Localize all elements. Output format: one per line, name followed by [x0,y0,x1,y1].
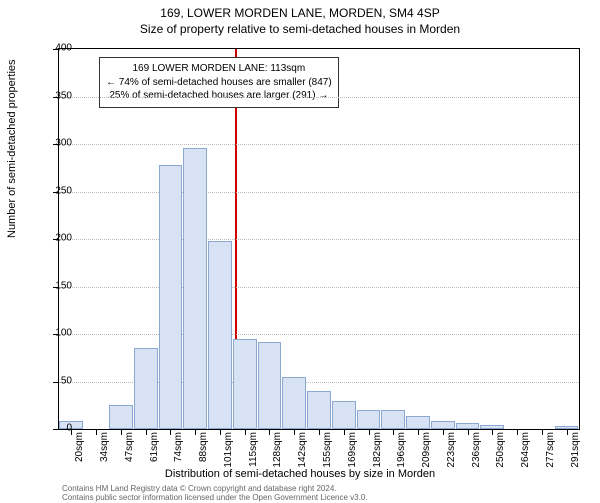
x-tick-label: 74sqm [173,432,184,462]
x-tick [418,429,419,435]
annotation-box: 169 LOWER MORDEN LANE: 113sqm ← 74% of s… [99,57,339,108]
annotation-line-1: 169 LOWER MORDEN LANE: 113sqm [106,62,332,76]
y-tick-label: 400 [42,43,72,54]
x-tick-label: 142sqm [297,432,308,468]
x-tick-label: 169sqm [347,432,358,468]
x-tick-label: 277sqm [545,432,556,468]
y-tick-label: 250 [42,185,72,196]
gridline [59,192,579,193]
x-tick-label: 236sqm [471,432,482,468]
histogram-bar [134,348,158,429]
y-axis-title: Number of semi-detached properties [6,59,18,238]
x-tick [195,429,196,435]
histogram-bar [282,377,306,429]
x-tick-label: 47sqm [124,432,135,462]
x-tick-label: 34sqm [99,432,110,462]
x-tick [269,429,270,435]
x-tick-label: 196sqm [396,432,407,468]
histogram-bar [258,342,282,429]
histogram-bar [406,416,430,429]
chart-title-1: 169, LOWER MORDEN LANE, MORDEN, SM4 4SP [0,6,600,20]
x-tick-label: 20sqm [74,432,85,462]
histogram-bar [183,148,207,429]
x-tick-label: 209sqm [421,432,432,468]
y-tick-label: 100 [42,328,72,339]
x-tick [121,429,122,435]
x-tick [492,429,493,435]
histogram-bar [357,410,381,429]
x-tick [344,429,345,435]
x-tick-label: 115sqm [248,432,259,467]
histogram-bar [208,241,232,429]
x-tick [319,429,320,435]
histogram-bar [431,421,455,429]
y-tick-label: 50 [42,375,72,386]
x-tick-label: 223sqm [446,432,457,468]
y-tick-label: 150 [42,280,72,291]
x-tick-label: 101sqm [223,432,234,468]
histogram-bar [233,339,257,429]
y-tick-label: 300 [42,138,72,149]
x-tick [443,429,444,435]
x-tick [468,429,469,435]
x-tick-label: 291sqm [570,432,581,468]
x-axis-title: Distribution of semi-detached houses by … [0,468,600,480]
x-tick [170,429,171,435]
x-tick [517,429,518,435]
x-tick [220,429,221,435]
x-tick-label: 88sqm [198,432,209,462]
x-tick [96,429,97,435]
gridline [59,287,579,288]
y-tick-label: 350 [42,90,72,101]
plot-area: 169 LOWER MORDEN LANE: 113sqm ← 74% of s… [58,48,580,430]
gridline [59,144,579,145]
x-tick-label: 182sqm [372,432,383,468]
x-tick [542,429,543,435]
annotation-line-2: ← 74% of semi-detached houses are smalle… [106,76,332,90]
x-tick [245,429,246,435]
x-tick-label: 61sqm [149,432,160,462]
histogram-bar [381,410,405,429]
x-tick-label: 264sqm [520,432,531,468]
x-tick-label: 250sqm [495,432,506,468]
x-tick [369,429,370,435]
footer-line-2: Contains public sector information licen… [62,494,368,503]
histogram-bar [332,401,356,430]
x-tick-label: 155sqm [322,432,333,468]
y-tick-label: 0 [42,423,72,434]
x-tick [393,429,394,435]
histogram-bar [159,165,183,429]
chart-page: 169, LOWER MORDEN LANE, MORDEN, SM4 4SP … [0,0,600,500]
x-tick [146,429,147,435]
gridline [59,334,579,335]
histogram-bar [307,391,331,429]
histogram-bar [109,405,133,429]
y-tick-label: 200 [42,233,72,244]
x-tick [294,429,295,435]
gridline [59,97,579,98]
x-tick-label: 128sqm [272,432,283,468]
x-tick [567,429,568,435]
chart-title-2: Size of property relative to semi-detach… [0,22,600,36]
gridline [59,239,579,240]
